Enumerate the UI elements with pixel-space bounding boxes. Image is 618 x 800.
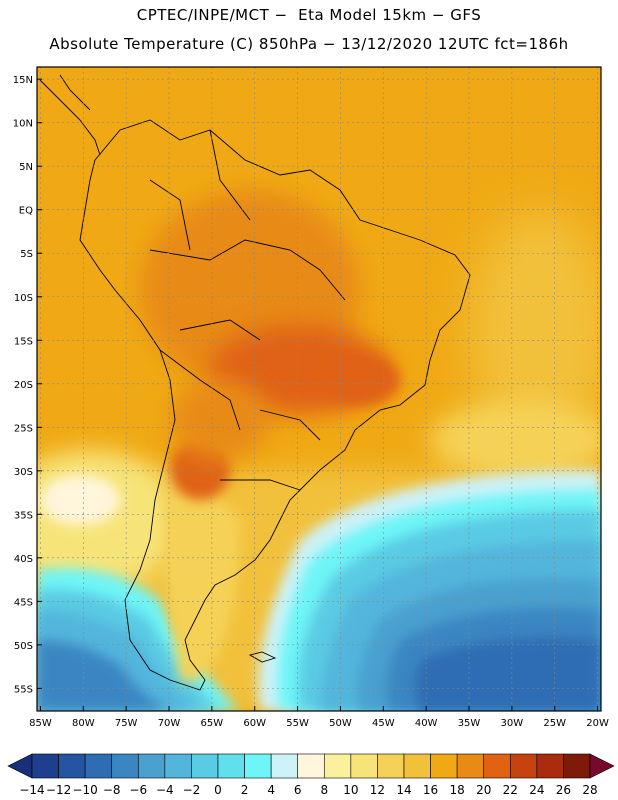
colorbar-cell xyxy=(350,753,378,779)
colorbar-cell xyxy=(536,753,564,779)
lon-label: 80W xyxy=(72,718,95,729)
lon-label: 60W xyxy=(243,718,266,729)
colorbar-cell xyxy=(84,753,113,779)
colorbar-cell xyxy=(137,753,166,779)
falkland-islands xyxy=(248,651,277,663)
lon-label: 75W xyxy=(115,718,138,729)
map-frame xyxy=(36,66,602,712)
lon-label: 55W xyxy=(286,718,309,729)
colorbar-cell xyxy=(483,753,511,779)
colorbar-cell xyxy=(164,753,192,779)
lon-label: 30W xyxy=(501,718,524,729)
colorbar: −14 −12 −10 −8 −6 −4 −2 0 2 4 6 8 10 12 14 16 18 20 22 24 26… xyxy=(7,753,615,797)
colorbar-tick-label: 14 xyxy=(396,783,411,797)
lat-label: 10N xyxy=(13,119,33,130)
colorbar-cell xyxy=(191,753,219,779)
colorbar-tick-label: 6 xyxy=(294,783,302,797)
temperature-field xyxy=(37,67,601,711)
temperature-map: 15N 10N 5N EQ 5S 10S 15S 20S 25S 30S 35S 40S 45S 50S 5… xyxy=(13,66,609,729)
lon-label: 25W xyxy=(543,718,566,729)
colorbar-tick-label: 22 xyxy=(503,783,518,797)
lat-label: 10S xyxy=(14,293,33,304)
colorbar-cell xyxy=(430,753,458,779)
colorbar-cell xyxy=(244,753,272,779)
colorbar-tick-label: 16 xyxy=(423,783,438,797)
colorbar-cell xyxy=(509,753,538,779)
colorbar-tick-label: −4 xyxy=(156,783,174,797)
colorbar-cell xyxy=(270,753,299,779)
lon-label: 35W xyxy=(458,718,481,729)
colorbar-tick-label: 12 xyxy=(370,783,385,797)
lat-label: 5N xyxy=(19,162,33,173)
lat-label: 40S xyxy=(14,554,33,565)
colorbar-cell xyxy=(297,753,325,779)
south-america-coastline xyxy=(79,119,471,691)
lon-label: 70W xyxy=(158,718,181,729)
colorbar-tick-label: 18 xyxy=(450,783,465,797)
colorbar-tick-label: −2 xyxy=(183,783,201,797)
lat-label: 35S xyxy=(14,510,33,521)
colorbar-cell xyxy=(323,753,352,779)
grid-lines xyxy=(37,67,601,711)
latitude-labels: 15N 10N 5N EQ 5S 10S 15S 20S 25S 30S 35S 40S 45S 50S 5… xyxy=(13,75,42,695)
colorbar-tick-label: −12 xyxy=(46,783,71,797)
colorbar-cell xyxy=(31,753,59,779)
country-borders xyxy=(149,129,346,491)
chart-title-line2: Absolute Temperature (C) 850hPa − 13/12/… xyxy=(49,35,569,53)
lat-label: 55S xyxy=(14,684,33,695)
colorbar-cell xyxy=(377,753,405,779)
lat-label: 45S xyxy=(14,597,33,608)
colorbar-tick-label: 10 xyxy=(343,783,358,797)
colorbar-cell xyxy=(58,753,86,779)
lat-label: EQ xyxy=(19,206,33,217)
lon-label: 85W xyxy=(29,718,52,729)
colorbar-under-arrow xyxy=(7,753,33,779)
colorbar-tick-label: 0 xyxy=(214,783,222,797)
colorbar-tick-label: −14 xyxy=(19,783,44,797)
colorbar-tick-label: −8 xyxy=(103,783,121,797)
lat-label: 15S xyxy=(14,336,33,347)
lon-label: 65W xyxy=(201,718,224,729)
chart-title-line1: CPTEC/INPE/MCT − Eta Model 15km − GFS xyxy=(136,6,482,24)
lon-label: 40W xyxy=(415,718,438,729)
colorbar-tick-label: 2 xyxy=(241,783,249,797)
lon-label: 45W xyxy=(372,718,395,729)
colorbar-tick-label: 24 xyxy=(529,783,544,797)
colorbar-tick-label: −6 xyxy=(129,783,147,797)
colorbar-over-arrow xyxy=(589,753,615,779)
lat-label: 30S xyxy=(14,467,33,478)
colorbar-tick-label: 28 xyxy=(582,783,597,797)
colorbar-tick-label: 26 xyxy=(556,783,571,797)
colorbar-tick-label: −10 xyxy=(72,783,97,797)
lon-label: 50W xyxy=(329,718,352,729)
colorbar-tick-label: 4 xyxy=(267,783,275,797)
lat-label: 15N xyxy=(13,75,33,86)
lat-label: 20S xyxy=(14,380,33,391)
colorbar-cell xyxy=(217,753,245,779)
colorbar-tick-label: 20 xyxy=(476,783,491,797)
coastlines xyxy=(39,74,471,691)
colorbar-cell xyxy=(456,753,485,779)
lat-label: 25S xyxy=(14,423,33,434)
colorbar-cell xyxy=(403,753,431,779)
colorbar-cell xyxy=(563,753,591,779)
lon-label: 20W xyxy=(586,718,609,729)
lat-label: 5S xyxy=(20,249,33,260)
colorbar-cell xyxy=(111,753,139,779)
longitude-labels: 85W 80W 75W 70W 65W 60W 55W 50W 45W 40W 35W 30W 25W 2… xyxy=(29,706,609,729)
colorbar-tick-label: 8 xyxy=(320,783,328,797)
lat-label: 50S xyxy=(14,641,33,652)
